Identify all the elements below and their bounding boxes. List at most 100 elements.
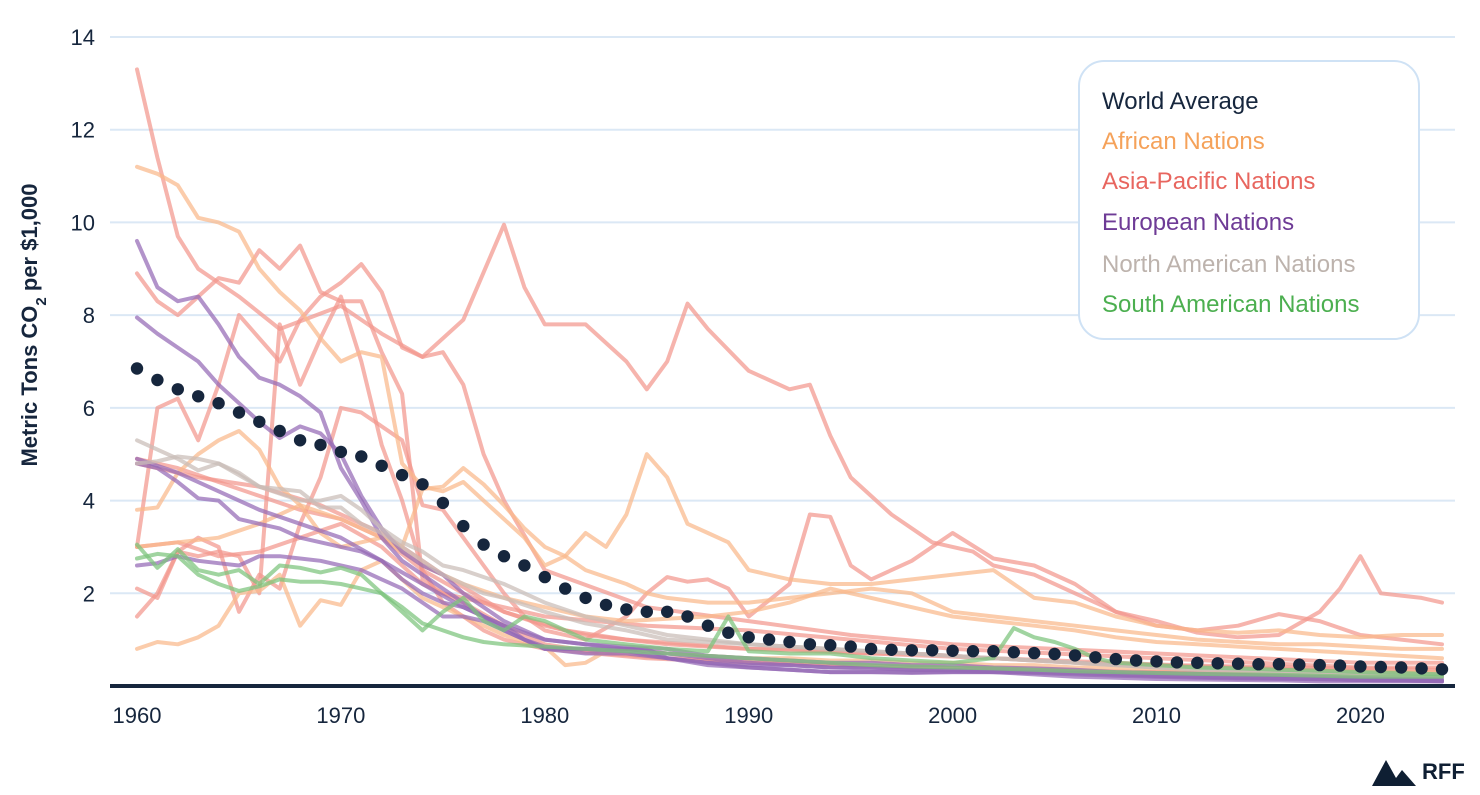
world-average-point-1995 <box>844 640 857 653</box>
world-average-point-1965 <box>232 406 246 419</box>
world-average-point-1971 <box>355 450 368 463</box>
legend: World Average African Nations Asia-Pacif… <box>1078 60 1420 340</box>
logo-text: RFF <box>1422 759 1465 784</box>
series-line-samerica-20 <box>135 551 1444 679</box>
world-average-point-2024 <box>1435 663 1449 676</box>
world-average-point-2020 <box>1354 660 1367 673</box>
world-average-point-1973 <box>395 468 409 482</box>
world-average-point-2023 <box>1415 662 1428 675</box>
world-average-point-1974 <box>416 478 429 491</box>
world-average-point-2000 <box>946 644 959 657</box>
y-tick-6: 6 <box>83 396 95 421</box>
series-line-asia-1 <box>135 243 1444 670</box>
world-average-point-2012 <box>1191 656 1204 669</box>
world-average-point-2003 <box>1007 646 1020 659</box>
world-average-point-1975 <box>436 496 450 510</box>
world-average-point-2019 <box>1333 659 1347 672</box>
world-average-point-1994 <box>824 639 837 652</box>
world-average-point-2005 <box>1048 647 1061 661</box>
series-line-asia-2 <box>135 262 1444 665</box>
series-line-africa-9 <box>135 429 1444 651</box>
series-line-samerica-19 <box>135 542 1444 677</box>
x-tick-2000: 2000 <box>928 703 977 728</box>
series-lines <box>135 67 1444 684</box>
x-tick-1990: 1990 <box>724 703 773 728</box>
y-tick-8: 8 <box>83 303 95 328</box>
x-tick-1980: 1980 <box>520 703 569 728</box>
y-tick-labels: 2 4 6 8 10 12 14 <box>71 25 95 606</box>
legend-item-south-american-nations: South American Nations <box>1102 291 1360 318</box>
x-tick-2010: 2010 <box>1132 703 1181 728</box>
world-average-point-1977 <box>477 538 490 551</box>
world-average-point-1978 <box>497 550 511 563</box>
world-average-point-2018 <box>1313 658 1326 672</box>
world-average-dots <box>130 362 1449 676</box>
world-average-point-2016 <box>1272 658 1286 671</box>
world-average-point-1986 <box>661 605 674 618</box>
world-average-point-2017 <box>1293 658 1306 671</box>
legend-item-world-average: World Average <box>1102 88 1259 115</box>
x-tick-2020: 2020 <box>1336 703 1385 728</box>
world-average-point-1985 <box>640 605 653 618</box>
world-average-point-2011 <box>1170 656 1184 669</box>
rff-logo: RFF <box>1372 757 1465 787</box>
series-line-africa-11 <box>135 503 1444 661</box>
world-average-point-1996 <box>864 642 878 656</box>
y-tick-12: 12 <box>71 118 95 143</box>
world-average-point-2014 <box>1231 657 1245 670</box>
world-average-point-2009 <box>1129 654 1143 667</box>
series-line-europe-16 <box>135 456 1444 683</box>
world-average-point-2007 <box>1089 651 1102 664</box>
world-average-point-1972 <box>375 459 388 472</box>
mountain-logo-icon <box>1372 760 1416 786</box>
y-tick-4: 4 <box>83 489 95 514</box>
world-average-point-1980 <box>538 570 551 584</box>
world-average-point-1982 <box>579 591 592 605</box>
world-average-point-1991 <box>762 633 776 646</box>
world-average-point-1993 <box>803 638 817 651</box>
gridlines <box>110 36 1455 595</box>
world-average-point-2006 <box>1068 649 1082 662</box>
x-tick-1960: 1960 <box>113 703 162 728</box>
world-average-point-1987 <box>681 610 694 623</box>
world-average-point-1984 <box>620 603 633 616</box>
world-average-point-1990 <box>742 631 755 644</box>
world-average-point-2022 <box>1395 661 1408 674</box>
world-average-point-1968 <box>293 434 307 447</box>
world-average-point-1992 <box>783 635 796 649</box>
world-average-point-1964 <box>212 397 225 410</box>
y-tick-10: 10 <box>71 210 95 235</box>
world-average-point-2013 <box>1211 657 1224 670</box>
world-average-point-1983 <box>599 598 613 612</box>
x-tick-1970: 1970 <box>316 703 365 728</box>
series-line-africa-8 <box>135 164 1444 640</box>
world-average-point-2004 <box>1028 646 1041 660</box>
world-average-point-2001 <box>966 645 980 658</box>
world-average-point-1997 <box>885 643 898 656</box>
world-average-point-2002 <box>987 645 1000 658</box>
world-average-point-1979 <box>518 559 531 572</box>
x-tick-labels: 1960 1970 1980 1990 2000 2010 2020 <box>113 703 1385 728</box>
world-average-point-1967 <box>273 424 286 438</box>
world-average-point-2021 <box>1374 660 1388 674</box>
world-average-point-1976 <box>457 519 470 533</box>
legend-item-european-nations: European Nations <box>1102 209 1295 236</box>
world-average-point-2015 <box>1252 658 1265 671</box>
world-average-point-1988 <box>701 619 715 632</box>
y-tick-14: 14 <box>71 25 95 50</box>
world-average-point-2008 <box>1109 652 1123 666</box>
world-average-point-2010 <box>1150 655 1163 668</box>
world-average-point-1989 <box>722 626 735 639</box>
legend-item-african-nations: African Nations <box>1102 128 1265 155</box>
y-axis-label: Metric Tons CO2 per $1,000 <box>17 183 50 466</box>
world-average-point-1970 <box>334 445 348 459</box>
world-average-point-1962 <box>171 383 184 396</box>
world-average-point-1981 <box>559 582 572 595</box>
world-average-point-1966 <box>253 415 266 428</box>
world-average-point-1960 <box>130 362 144 375</box>
world-average-point-1961 <box>151 373 164 387</box>
legend-item-north-american-nations: North American Nations <box>1102 251 1356 278</box>
y-tick-2: 2 <box>83 581 95 606</box>
world-average-point-1999 <box>926 644 939 657</box>
